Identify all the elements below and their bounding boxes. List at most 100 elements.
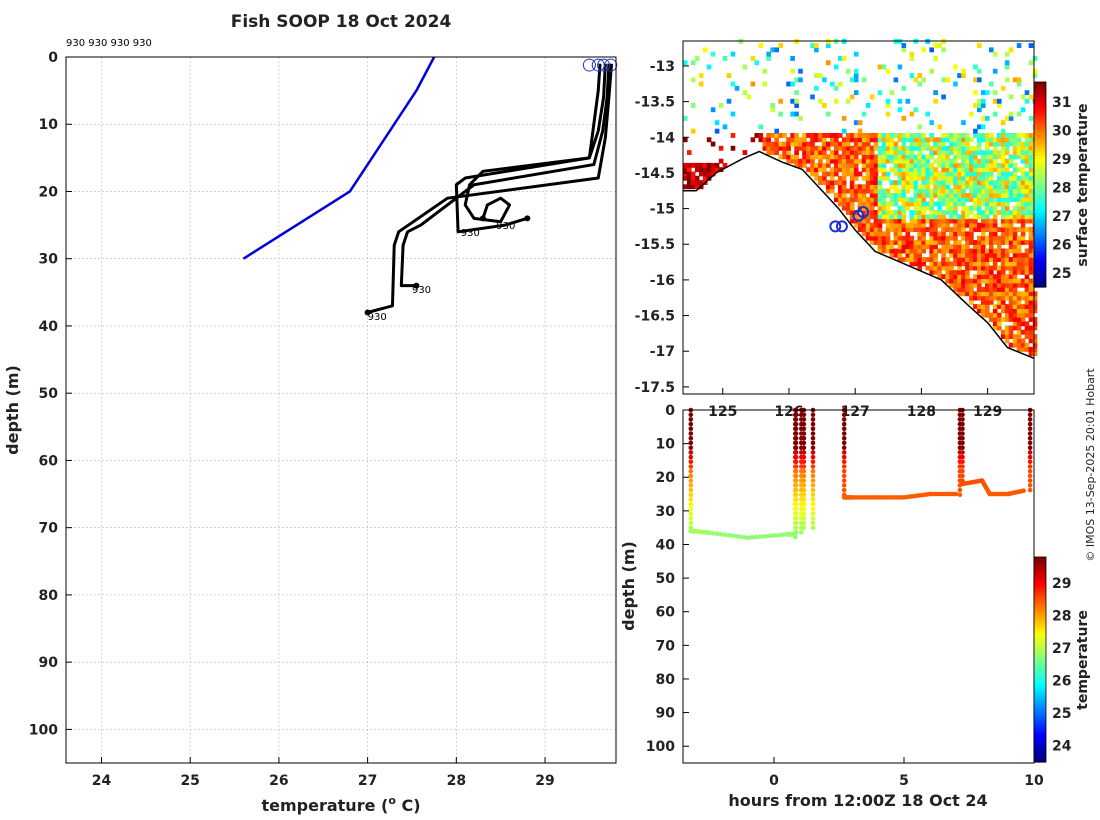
sst-cell: [826, 184, 831, 190]
sst-cell: [1008, 227, 1014, 232]
sst-cell: [933, 171, 938, 177]
sst-cell: [802, 141, 807, 147]
section-point: [688, 431, 694, 436]
section-point: [793, 468, 799, 474]
sst-cell: [706, 137, 712, 143]
sst-cell: [921, 184, 926, 190]
section-point: [793, 525, 799, 530]
sst-cell: [1000, 265, 1006, 271]
sst-cell: [706, 167, 712, 173]
section-point: [810, 431, 816, 436]
sst-cell: [909, 261, 915, 267]
sst-cell: [909, 235, 915, 241]
sst-cell: [857, 197, 863, 203]
sst-cell: [957, 252, 962, 258]
sst-cell: [830, 188, 835, 194]
sst-cell: [933, 252, 938, 258]
sst-cell: [953, 197, 958, 203]
section-point: [801, 473, 807, 479]
sst-cell: [770, 145, 775, 151]
sst-cell: [778, 111, 783, 117]
profile-end-point: [364, 309, 371, 316]
sst-cell: [1000, 304, 1006, 309]
sst-cell: [941, 265, 946, 271]
sst-cell: [937, 269, 942, 275]
sst-cell: [913, 222, 919, 228]
sst-cell: [977, 150, 982, 155]
sst-cell: [853, 197, 859, 203]
sst-cell: [1020, 338, 1026, 344]
section-point: [1027, 421, 1033, 427]
colorbar-step: [1034, 107, 1046, 112]
sst-cell: [992, 282, 998, 288]
sst-cell: [1000, 291, 1006, 297]
sst-cell: [925, 111, 930, 117]
colorbar-tick-label: 25: [1052, 266, 1071, 282]
sst-cell: [901, 214, 907, 220]
sst-cell: [1000, 240, 1006, 245]
sst-cell: [1000, 158, 1006, 164]
sst-cell: [786, 145, 791, 151]
sst-cell: [937, 222, 942, 228]
sst-cell: [1000, 295, 1006, 301]
sst-cell: [1028, 175, 1034, 181]
sst-cell: [1028, 278, 1034, 284]
sst-cell: [913, 227, 919, 232]
sst-cell: [1016, 188, 1022, 194]
sst-cell: [885, 231, 891, 237]
sst-cell: [758, 133, 764, 138]
sst-cell: [710, 162, 716, 168]
sst-cell: [841, 197, 847, 203]
sst-cell: [834, 180, 839, 185]
colorbar-step: [1034, 213, 1046, 218]
sst-cell: [690, 128, 696, 134]
sst-cell: [818, 162, 823, 168]
profile-grid: [66, 56, 616, 763]
sst-cell: [973, 175, 978, 181]
sst-cell: [714, 128, 720, 134]
sst-cell: [687, 162, 692, 168]
sst-cell: [913, 240, 919, 245]
sst-cell: [810, 43, 815, 48]
sst-cell: [957, 248, 962, 254]
sst-cell: [838, 145, 843, 151]
sst-cell: [1024, 201, 1030, 207]
sst-cell: [869, 197, 875, 203]
sst-cell: [953, 81, 958, 87]
sst-cell: [965, 205, 970, 211]
sst-cell: [873, 171, 879, 177]
sst-cell: [969, 175, 974, 181]
sst-cell: [969, 154, 974, 160]
sst-cell: [877, 167, 883, 173]
sst-cell: [985, 218, 990, 224]
sst-cell: [834, 64, 839, 70]
sst-cell: [861, 227, 867, 232]
sst-cell: [1024, 150, 1030, 155]
sst-cell: [957, 287, 962, 292]
sst-cell: [921, 137, 926, 143]
sst-cell: [989, 188, 994, 194]
sst-cell: [996, 235, 1002, 241]
sst-cell: [933, 90, 938, 96]
section-point: [801, 487, 807, 493]
sst-cell: [921, 205, 926, 211]
sst-cell: [941, 133, 946, 138]
sst-cell: [941, 171, 946, 177]
sst-cell: [1028, 269, 1034, 275]
sst-cell: [865, 218, 871, 224]
sst-cell: [981, 188, 986, 194]
sst-cell: [1004, 240, 1010, 245]
colorbar-step: [1034, 251, 1046, 256]
sst-cell: [893, 231, 899, 237]
sst-cell: [1008, 291, 1014, 297]
sst-cell: [1000, 145, 1006, 151]
sst-cell: [992, 197, 998, 203]
sst-cell: [861, 222, 867, 228]
sst-cell: [1012, 214, 1018, 220]
sst-cell: [845, 154, 851, 160]
sst-cell: [1000, 248, 1006, 254]
sst-cell: [1004, 278, 1010, 284]
sst-cell: [1012, 291, 1018, 297]
colorbar-step: [1034, 123, 1046, 128]
sst-cell: [885, 154, 891, 160]
